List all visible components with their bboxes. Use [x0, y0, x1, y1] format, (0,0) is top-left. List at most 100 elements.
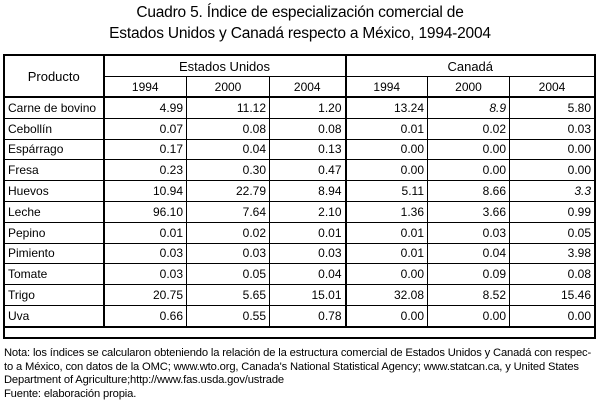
value-cell: 8.9	[427, 96, 510, 119]
value-cell: 0.00	[427, 304, 510, 328]
value-cell: 0.05	[509, 221, 595, 244]
year-header: 2000	[427, 76, 510, 98]
value-cell: 3.98	[509, 242, 595, 265]
table-row: Trigo 20.75 5.65 15.01 32.08 8.52 15.46	[4, 284, 595, 306]
value-cell: 0.17	[102, 138, 187, 161]
note-line-3: Department of Agriculture;http://www.fas…	[4, 374, 284, 387]
product-name-cell: Espárrago	[4, 138, 104, 161]
value-cell: 5.80	[509, 96, 595, 119]
caption-line-2: Estados Unidos y Canadá respecto a Méxic…	[109, 25, 491, 42]
table-body: Carne de bovino 4.99 11.12 1.20 13.24 8.9 5.80…	[4, 96, 595, 328]
value-cell: 0.02	[427, 117, 510, 140]
value-cell: 0.01	[269, 221, 346, 244]
product-name-cell: Fresa	[4, 159, 104, 182]
year-header: 1994	[102, 76, 187, 98]
table-row: Tomate 0.03 0.05 0.04 0.00 0.09 0.08	[4, 263, 595, 286]
value-cell: 0.01	[344, 221, 428, 244]
value-cell: 0.23	[102, 159, 187, 182]
value-cell: 15.46	[509, 284, 595, 306]
table-row: Cebollín 0.07 0.08 0.08 0.01 0.02 0.03	[4, 117, 595, 140]
value-cell: 1.36	[344, 200, 428, 223]
value-cell: 11.12	[186, 96, 270, 119]
value-cell: 0.66	[102, 304, 187, 328]
value-cell: 0.09	[427, 263, 510, 286]
value-cell: 0.99	[509, 200, 595, 223]
value-cell: 15.01	[269, 284, 346, 306]
year-header: 2004	[509, 76, 595, 98]
table-row: Leche 96.10 7.64 2.10 1.36 3.66 0.99	[4, 200, 595, 223]
value-cell: 0.01	[344, 242, 428, 265]
value-cell: 96.10	[102, 200, 187, 223]
value-cell: 8.66	[427, 180, 510, 202]
value-cell: 0.00	[509, 304, 595, 328]
group-header-canada: Canadá	[344, 55, 595, 77]
value-cell: 0.00	[509, 138, 595, 161]
value-cell: 0.00	[344, 138, 428, 161]
value-cell: 5.11	[344, 180, 428, 202]
table-row: Huevos 10.94 22.79 8.94 5.11 8.66 3.3	[4, 180, 595, 202]
value-cell: 0.00	[427, 138, 510, 161]
year-header: 2004	[269, 76, 346, 98]
product-name-cell: Cebollín	[4, 117, 104, 140]
value-cell: 0.00	[344, 304, 428, 328]
value-cell: 22.79	[186, 180, 270, 202]
value-cell: 0.00	[509, 159, 595, 182]
table-row: Pepino 0.01 0.02 0.01 0.01 0.03 0.05	[4, 221, 595, 244]
value-cell: 3.3	[509, 180, 595, 202]
value-cell: 0.30	[186, 159, 270, 182]
value-cell: 0.03	[427, 221, 510, 244]
value-cell: 0.05	[186, 263, 270, 286]
table-row: Pimiento 0.03 0.03 0.03 0.01 0.04 3.98	[4, 242, 595, 265]
product-name-cell: Carne de bovino	[4, 96, 104, 119]
table-row: Uva 0.66 0.55 0.78 0.00 0.00 0.00	[4, 304, 595, 328]
note-line-2: to a México, con datos de la OMC; www.wt…	[4, 360, 579, 373]
value-cell: 0.00	[344, 263, 428, 286]
table-row: Fresa 0.23 0.30 0.47 0.00 0.00 0.00	[4, 159, 595, 182]
value-cell: 8.52	[427, 284, 510, 306]
value-cell: 0.04	[427, 242, 510, 265]
value-cell: 0.01	[344, 117, 428, 140]
value-cell: 3.66	[427, 200, 510, 223]
note-line-1: Nota: los índices se calcularon obtenien…	[4, 347, 592, 359]
value-cell: 2.10	[269, 200, 346, 223]
value-cell: 0.00	[344, 159, 428, 182]
value-cell: 0.03	[102, 242, 187, 265]
value-cell: 0.13	[269, 138, 346, 161]
product-name-cell: Uva	[4, 304, 104, 328]
value-cell: 0.08	[186, 117, 270, 140]
value-cell: 0.03	[186, 242, 270, 265]
value-cell: 32.08	[344, 284, 428, 306]
value-cell: 20.75	[102, 284, 187, 306]
table-row: Carne de bovino 4.99 11.12 1.20 13.24 8.9 5.80	[4, 96, 595, 119]
source-line: Fuente: elaboración propia.	[4, 388, 137, 401]
value-cell: 0.00	[427, 159, 510, 182]
product-name-cell: Leche	[4, 200, 104, 223]
value-cell: 13.24	[344, 96, 428, 119]
value-cell: 0.04	[186, 138, 270, 161]
value-cell: 0.03	[509, 117, 595, 140]
value-cell: 0.55	[186, 304, 270, 328]
group-header-usa: Estados Unidos	[102, 55, 346, 77]
product-name-cell: Tomate	[4, 263, 104, 286]
specialization-index-table: Producto Estados Unidos Canadá 1994 2000…	[4, 55, 595, 328]
value-cell: 0.08	[269, 117, 346, 140]
value-cell: 0.04	[269, 263, 346, 286]
value-cell: 0.03	[269, 242, 346, 265]
product-name-cell: Pepino	[4, 221, 104, 244]
value-cell: 0.01	[102, 221, 187, 244]
table-row: Espárrago 0.17 0.04 0.13 0.00 0.00 0.00	[4, 138, 595, 161]
value-cell: 0.02	[186, 221, 270, 244]
caption-line-1: Cuadro 5. Índice de especialización come…	[136, 4, 464, 21]
value-cell: 7.64	[186, 200, 270, 223]
value-cell: 0.03	[102, 263, 187, 286]
product-name-cell: Huevos	[4, 180, 104, 202]
value-cell: 10.94	[102, 180, 187, 202]
value-cell: 0.47	[269, 159, 346, 182]
value-cell: 4.99	[102, 96, 187, 119]
value-cell: 1.20	[269, 96, 346, 119]
value-cell: 0.08	[509, 263, 595, 286]
product-name-cell: Trigo	[4, 284, 104, 306]
product-header: Producto	[4, 55, 104, 98]
year-header: 1994	[344, 76, 428, 98]
value-cell: 0.78	[269, 304, 346, 328]
